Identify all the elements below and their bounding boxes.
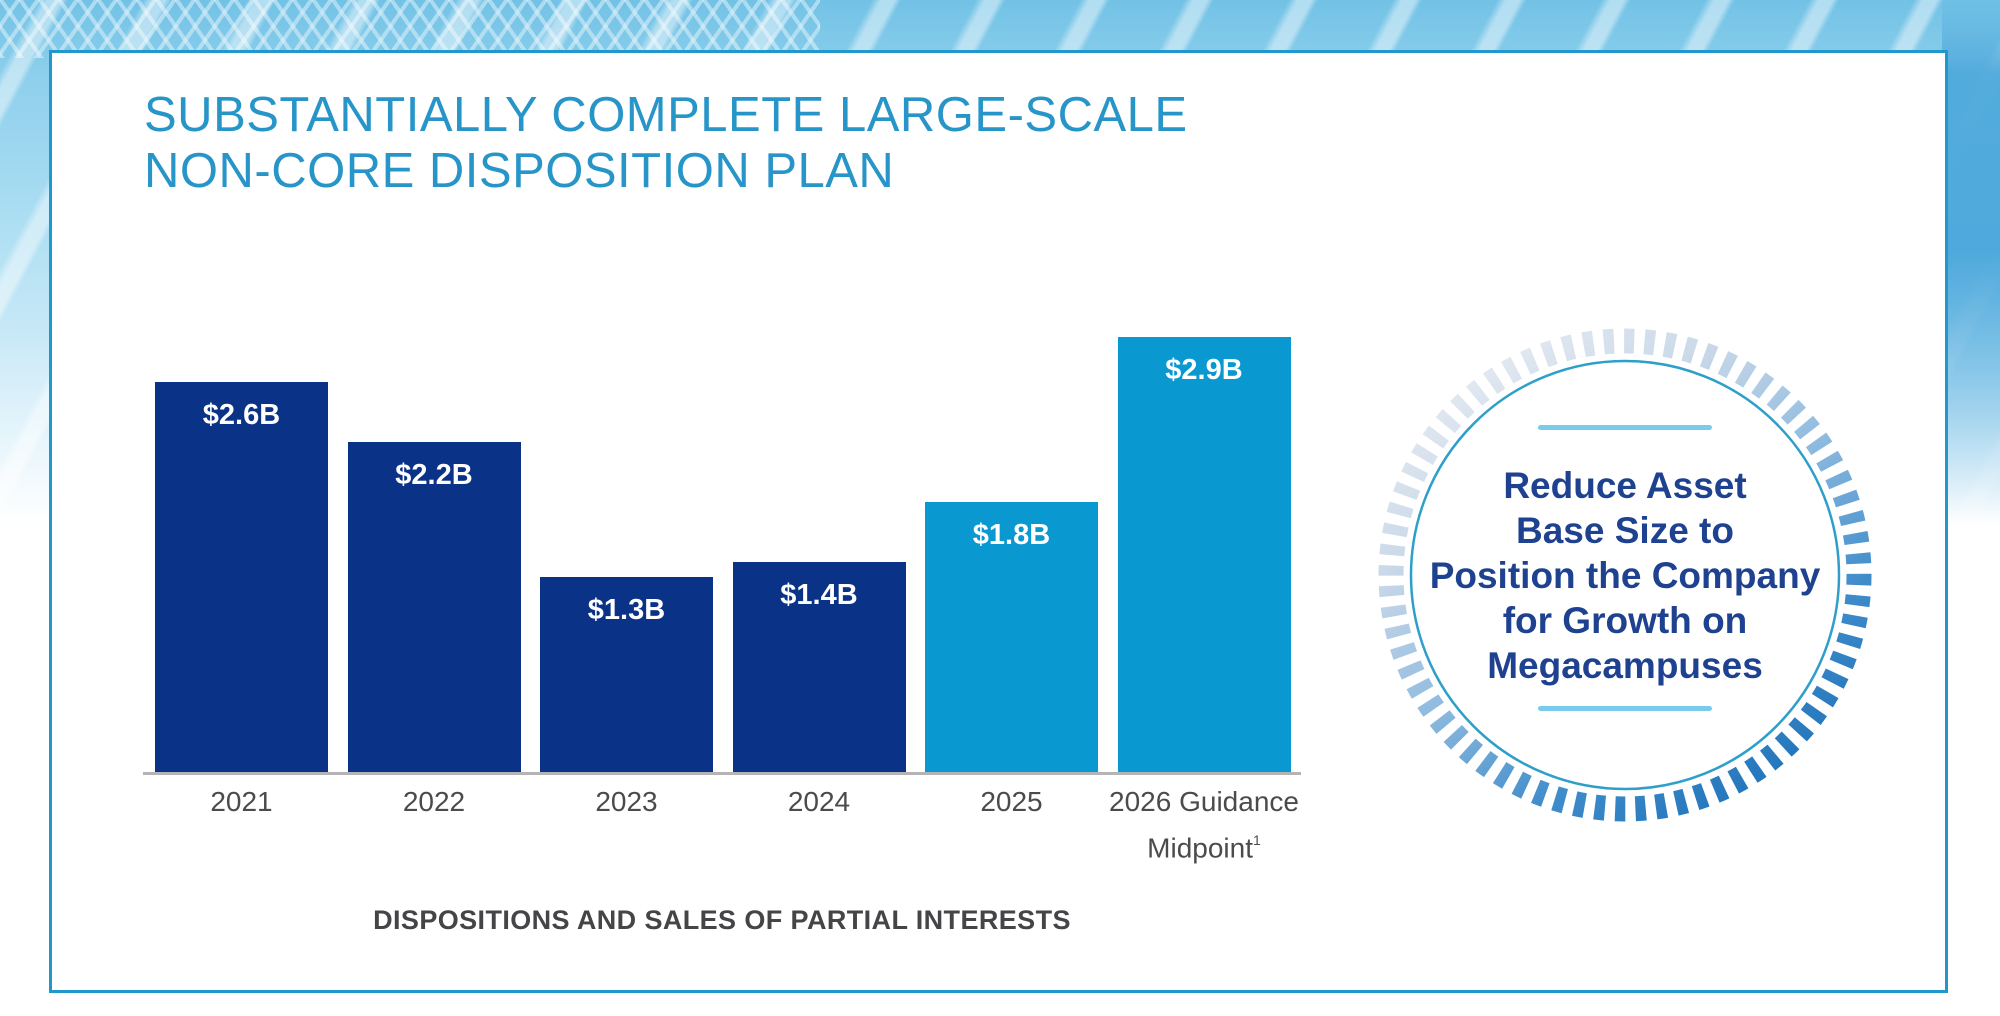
background-lattice-pattern	[0, 0, 820, 58]
x-axis-line	[143, 772, 1301, 775]
footnote-marker: 1	[1253, 832, 1261, 848]
x-axis-label-2022: 2022	[402, 786, 466, 817]
x-axis-labels: 2021 2022 2023 2024 2025 2026 Guidance Midpoin…	[155, 782, 1301, 872]
callout-circle: Reduce Asset Base Size to Position the Com…	[1375, 325, 1875, 825]
striped-ring-icon	[1378, 328, 1872, 822]
callout-text-line: for Growth on	[1502, 599, 1748, 641]
x-axis-label-2023: 2023	[595, 786, 658, 817]
x-axis-label-2024: 2024	[787, 786, 851, 817]
bar-2024: $1.4B	[732, 562, 906, 773]
bar-2025: $1.8B	[925, 502, 1098, 773]
bar-value-label-2026: $2.9B	[1165, 354, 1243, 386]
callout-text-line: Reduce Asset	[1503, 464, 1747, 506]
bar-2022: $2.2B	[347, 442, 521, 773]
bar-value-label-2022: $2.2B	[395, 459, 473, 491]
slide-title: SUBSTANTIALLY COMPLETE LARGE-SCALE NON-C…	[144, 87, 1188, 199]
bar-chart-plot-area: $2.6B $2.2B $1.3B $1.4B $1.8B $2.9B	[155, 53, 1301, 773]
bar-value-label-2024: $1.4B	[780, 579, 858, 611]
bar-value-label-2021: $2.6B	[202, 399, 281, 431]
slide-title-line1: SUBSTANTIALLY COMPLETE LARGE-SCALE	[144, 88, 1188, 142]
background-right-blue-band	[1942, 0, 2000, 525]
bar-2023: $1.3B	[540, 577, 713, 773]
inner-circle-outline	[1409, 359, 1841, 791]
bar-value-label-2023: $1.3B	[587, 594, 666, 626]
callout-divider-bottom	[1538, 706, 1712, 711]
slide-card: SUBSTANTIALLY COMPLETE LARGE-SCALE NON-C…	[49, 50, 1948, 993]
x-axis-label-2021: 2021	[210, 786, 273, 817]
callout-text-line: Base Size to	[1516, 509, 1734, 551]
callout-divider-top	[1538, 425, 1712, 430]
bar-2021: $2.6B	[155, 382, 328, 773]
callout-text: Reduce Asset Base Size to Position the Com…	[1375, 325, 1875, 825]
callout-text-line: Position the Company	[1429, 554, 1821, 596]
x-axis-label-2025: 2025	[980, 786, 1043, 817]
chart-caption: DISPOSITIONS AND SALES OF PARTIAL INTERE…	[373, 905, 1071, 935]
bar-2026: $2.9B	[1117, 337, 1291, 773]
callout-text-line: Megacampuses	[1487, 644, 1763, 686]
x-axis-label-2026: 2026 Guidance Midpoint1	[1109, 786, 1299, 864]
slide-title-line2: NON-CORE DISPOSITION PLAN	[144, 144, 895, 198]
callout-ring	[1378, 328, 1872, 822]
bar-value-label-2025: $1.8B	[972, 519, 1051, 551]
